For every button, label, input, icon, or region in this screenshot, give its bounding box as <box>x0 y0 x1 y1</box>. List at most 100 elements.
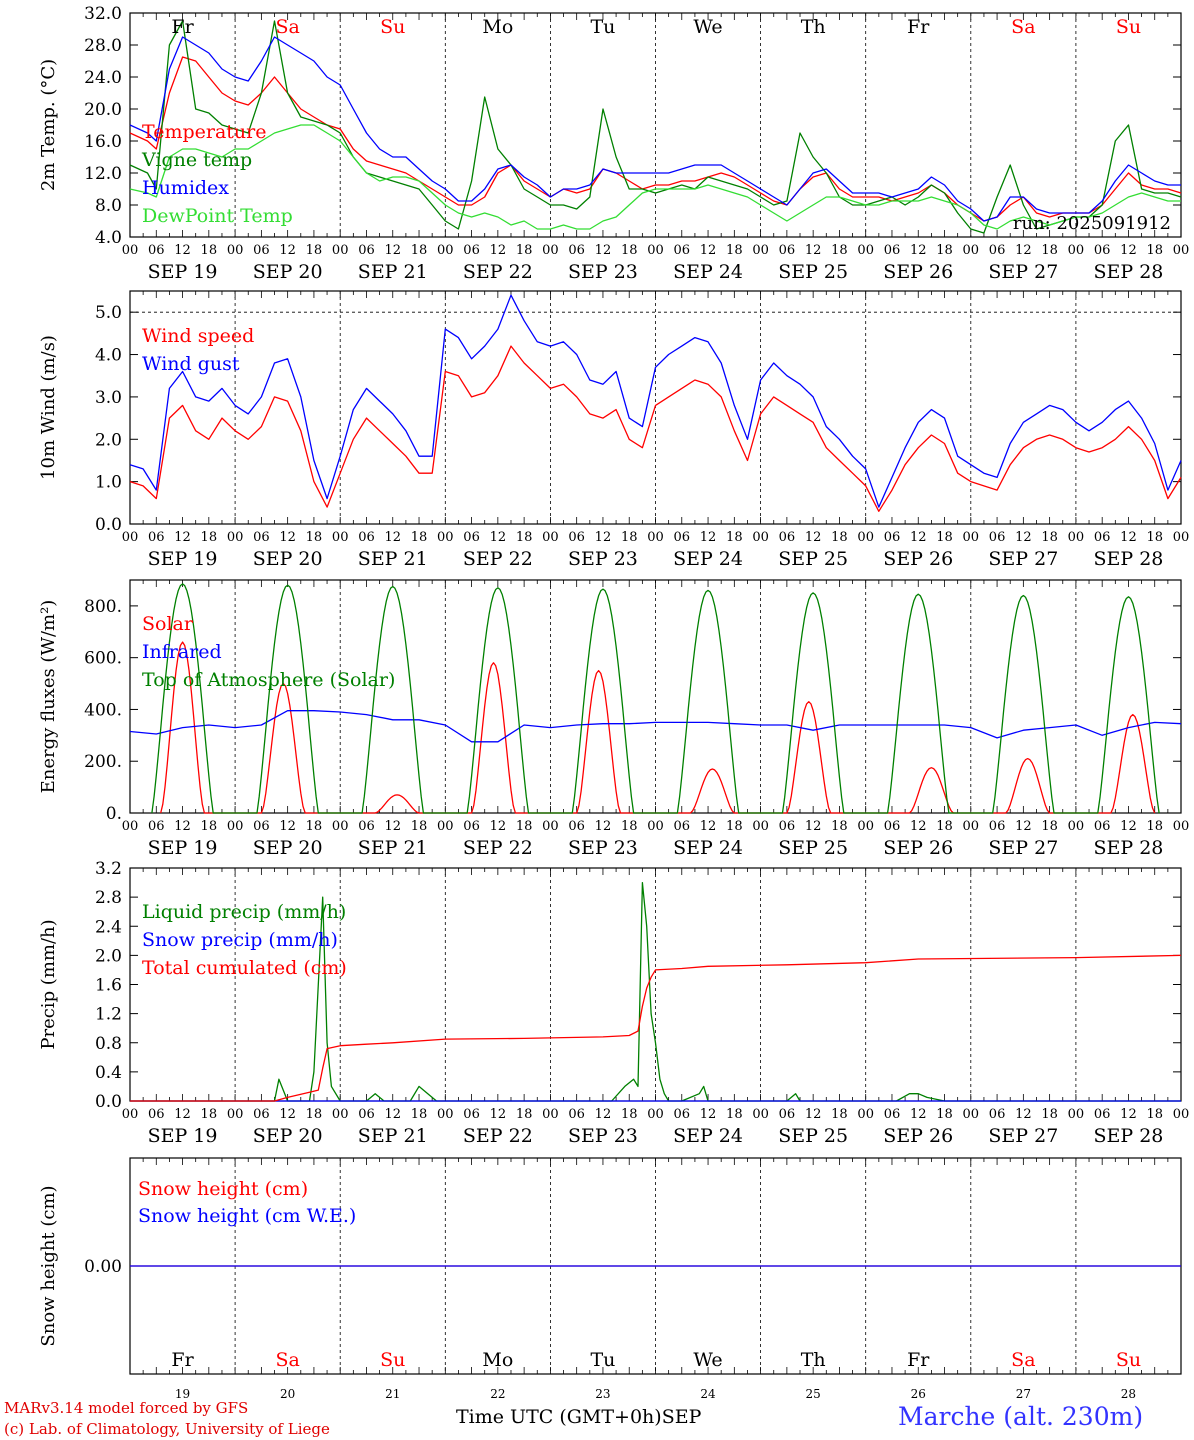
day-label: Mo <box>482 1349 513 1371</box>
hour-tick-label: 00 <box>752 1107 769 1122</box>
hour-tick-label: 12 <box>910 530 927 545</box>
hour-tick-label: 12 <box>910 243 927 258</box>
hour-tick-label: 00 <box>542 530 559 545</box>
hour-tick-label: 06 <box>989 243 1006 258</box>
day-label: Th <box>801 1349 826 1371</box>
hour-tick-label: 06 <box>1094 819 1111 834</box>
hour-tick-label: 06 <box>989 1107 1006 1122</box>
day-label: Su <box>1116 16 1141 38</box>
date-label: SEP 27 <box>988 837 1058 859</box>
hour-tick-label: 00 <box>122 819 139 834</box>
day-label: Mo <box>482 16 513 38</box>
hour-tick-label: 12 <box>174 819 191 834</box>
hour-tick-label: 18 <box>306 530 323 545</box>
hour-tick-label: 18 <box>936 819 953 834</box>
date-label: SEP 21 <box>358 548 428 570</box>
hour-tick-label: 18 <box>306 243 323 258</box>
hour-tick-label: 06 <box>253 819 270 834</box>
hour-tick-label: 12 <box>805 243 822 258</box>
hour-tick-label: 00 <box>1173 530 1190 545</box>
hour-tick-label: 06 <box>1094 243 1111 258</box>
hour-tick-label: 12 <box>595 530 612 545</box>
legend-energy-1: Infrared <box>142 641 222 663</box>
date-label: SEP 26 <box>883 261 953 283</box>
date-label: SEP 24 <box>673 837 743 859</box>
hour-tick-label: 06 <box>253 243 270 258</box>
date-label: SEP 22 <box>463 837 533 859</box>
hour-tick-label: 06 <box>779 1107 796 1122</box>
legend-temp-0: Temperature <box>142 121 266 143</box>
hour-tick-label: 06 <box>148 243 165 258</box>
hour-tick-label: 06 <box>463 819 480 834</box>
date-number-label: 28 <box>1121 1387 1136 1401</box>
hour-tick-label: 00 <box>752 530 769 545</box>
date-label: SEP 24 <box>673 1125 743 1147</box>
hour-tick-label: 12 <box>1015 243 1032 258</box>
hour-tick-label: 18 <box>726 530 743 545</box>
panel-temp <box>129 12 1182 238</box>
y-tick-label: 5.0 <box>95 303 122 323</box>
series-line-temp-3 <box>129 124 1181 230</box>
credit-line-1: MARv3.14 model forced by GFS <box>4 1399 249 1417</box>
hour-tick-label: 18 <box>201 819 218 834</box>
hour-tick-label: 06 <box>358 1107 375 1122</box>
hour-tick-label: 12 <box>174 530 191 545</box>
hour-tick-label: 18 <box>936 530 953 545</box>
y-tick-label: 3.2 <box>95 859 122 879</box>
legend-snow-0: Snow height (cm) <box>138 1178 308 1200</box>
x-axis-title: Time UTC (GMT+0h)SEP <box>456 1406 701 1428</box>
hour-tick-label: 12 <box>1015 530 1032 545</box>
hour-tick-label: 06 <box>884 819 901 834</box>
hour-tick-label: 18 <box>201 530 218 545</box>
day-label: Th <box>801 16 826 38</box>
day-label: Fr <box>907 16 930 38</box>
hour-tick-label: 06 <box>989 530 1006 545</box>
y-tick-label: 600. <box>84 649 122 669</box>
panel-wind <box>129 290 1182 525</box>
hour-tick-label: 12 <box>384 243 401 258</box>
series-line-wind-1 <box>129 294 1182 508</box>
hour-tick-label: 12 <box>1015 819 1032 834</box>
y-tick-label: 4.0 <box>95 228 122 248</box>
hour-tick-label: 18 <box>306 1107 323 1122</box>
date-number-label: 21 <box>385 1387 400 1401</box>
y-tick-label: 1.6 <box>95 976 122 996</box>
hour-tick-label: 00 <box>752 243 769 258</box>
hour-tick-label: 12 <box>384 819 401 834</box>
hour-tick-label: 06 <box>148 1107 165 1122</box>
date-number-label: 22 <box>490 1387 505 1401</box>
y-tick-label: 0.4 <box>95 1063 122 1083</box>
hour-tick-label: 18 <box>831 243 848 258</box>
date-label: SEP 27 <box>988 548 1058 570</box>
date-number-label: 20 <box>280 1387 295 1401</box>
date-label: SEP 22 <box>463 261 533 283</box>
hour-tick-label: 00 <box>437 819 454 834</box>
hour-tick-label: 00 <box>752 819 769 834</box>
date-label: SEP 25 <box>778 1125 848 1147</box>
y-tick-label: 8.0 <box>95 196 122 216</box>
legend-temp-2: Humidex <box>142 177 229 199</box>
hour-tick-label: 00 <box>437 243 454 258</box>
hour-tick-label: 18 <box>411 819 428 834</box>
hour-tick-label: 00 <box>122 530 139 545</box>
hour-tick-label: 00 <box>647 1107 664 1122</box>
date-label: SEP 20 <box>253 1125 323 1147</box>
hour-tick-label: 06 <box>568 243 585 258</box>
hour-tick-label: 06 <box>674 530 691 545</box>
hour-tick-label: 12 <box>700 1107 717 1122</box>
hour-tick-label: 00 <box>963 530 980 545</box>
hour-tick-label: 00 <box>227 1107 244 1122</box>
date-label: SEP 20 <box>253 837 323 859</box>
y-tick-label: 2.0 <box>95 430 122 450</box>
hour-tick-label: 06 <box>358 243 375 258</box>
hour-tick-label: 12 <box>490 819 507 834</box>
day-label: Fr <box>171 1349 194 1371</box>
hour-tick-label: 00 <box>437 1107 454 1122</box>
series-line-temp-2 <box>129 36 1181 222</box>
hour-tick-label: 12 <box>910 1107 927 1122</box>
date-number-label: 25 <box>806 1387 821 1401</box>
y-tick-label: 0. <box>106 804 122 824</box>
day-label: Tu <box>590 1349 615 1371</box>
y-axis-label: Precip (mm/h) <box>38 919 59 1049</box>
hour-tick-label: 00 <box>857 243 874 258</box>
